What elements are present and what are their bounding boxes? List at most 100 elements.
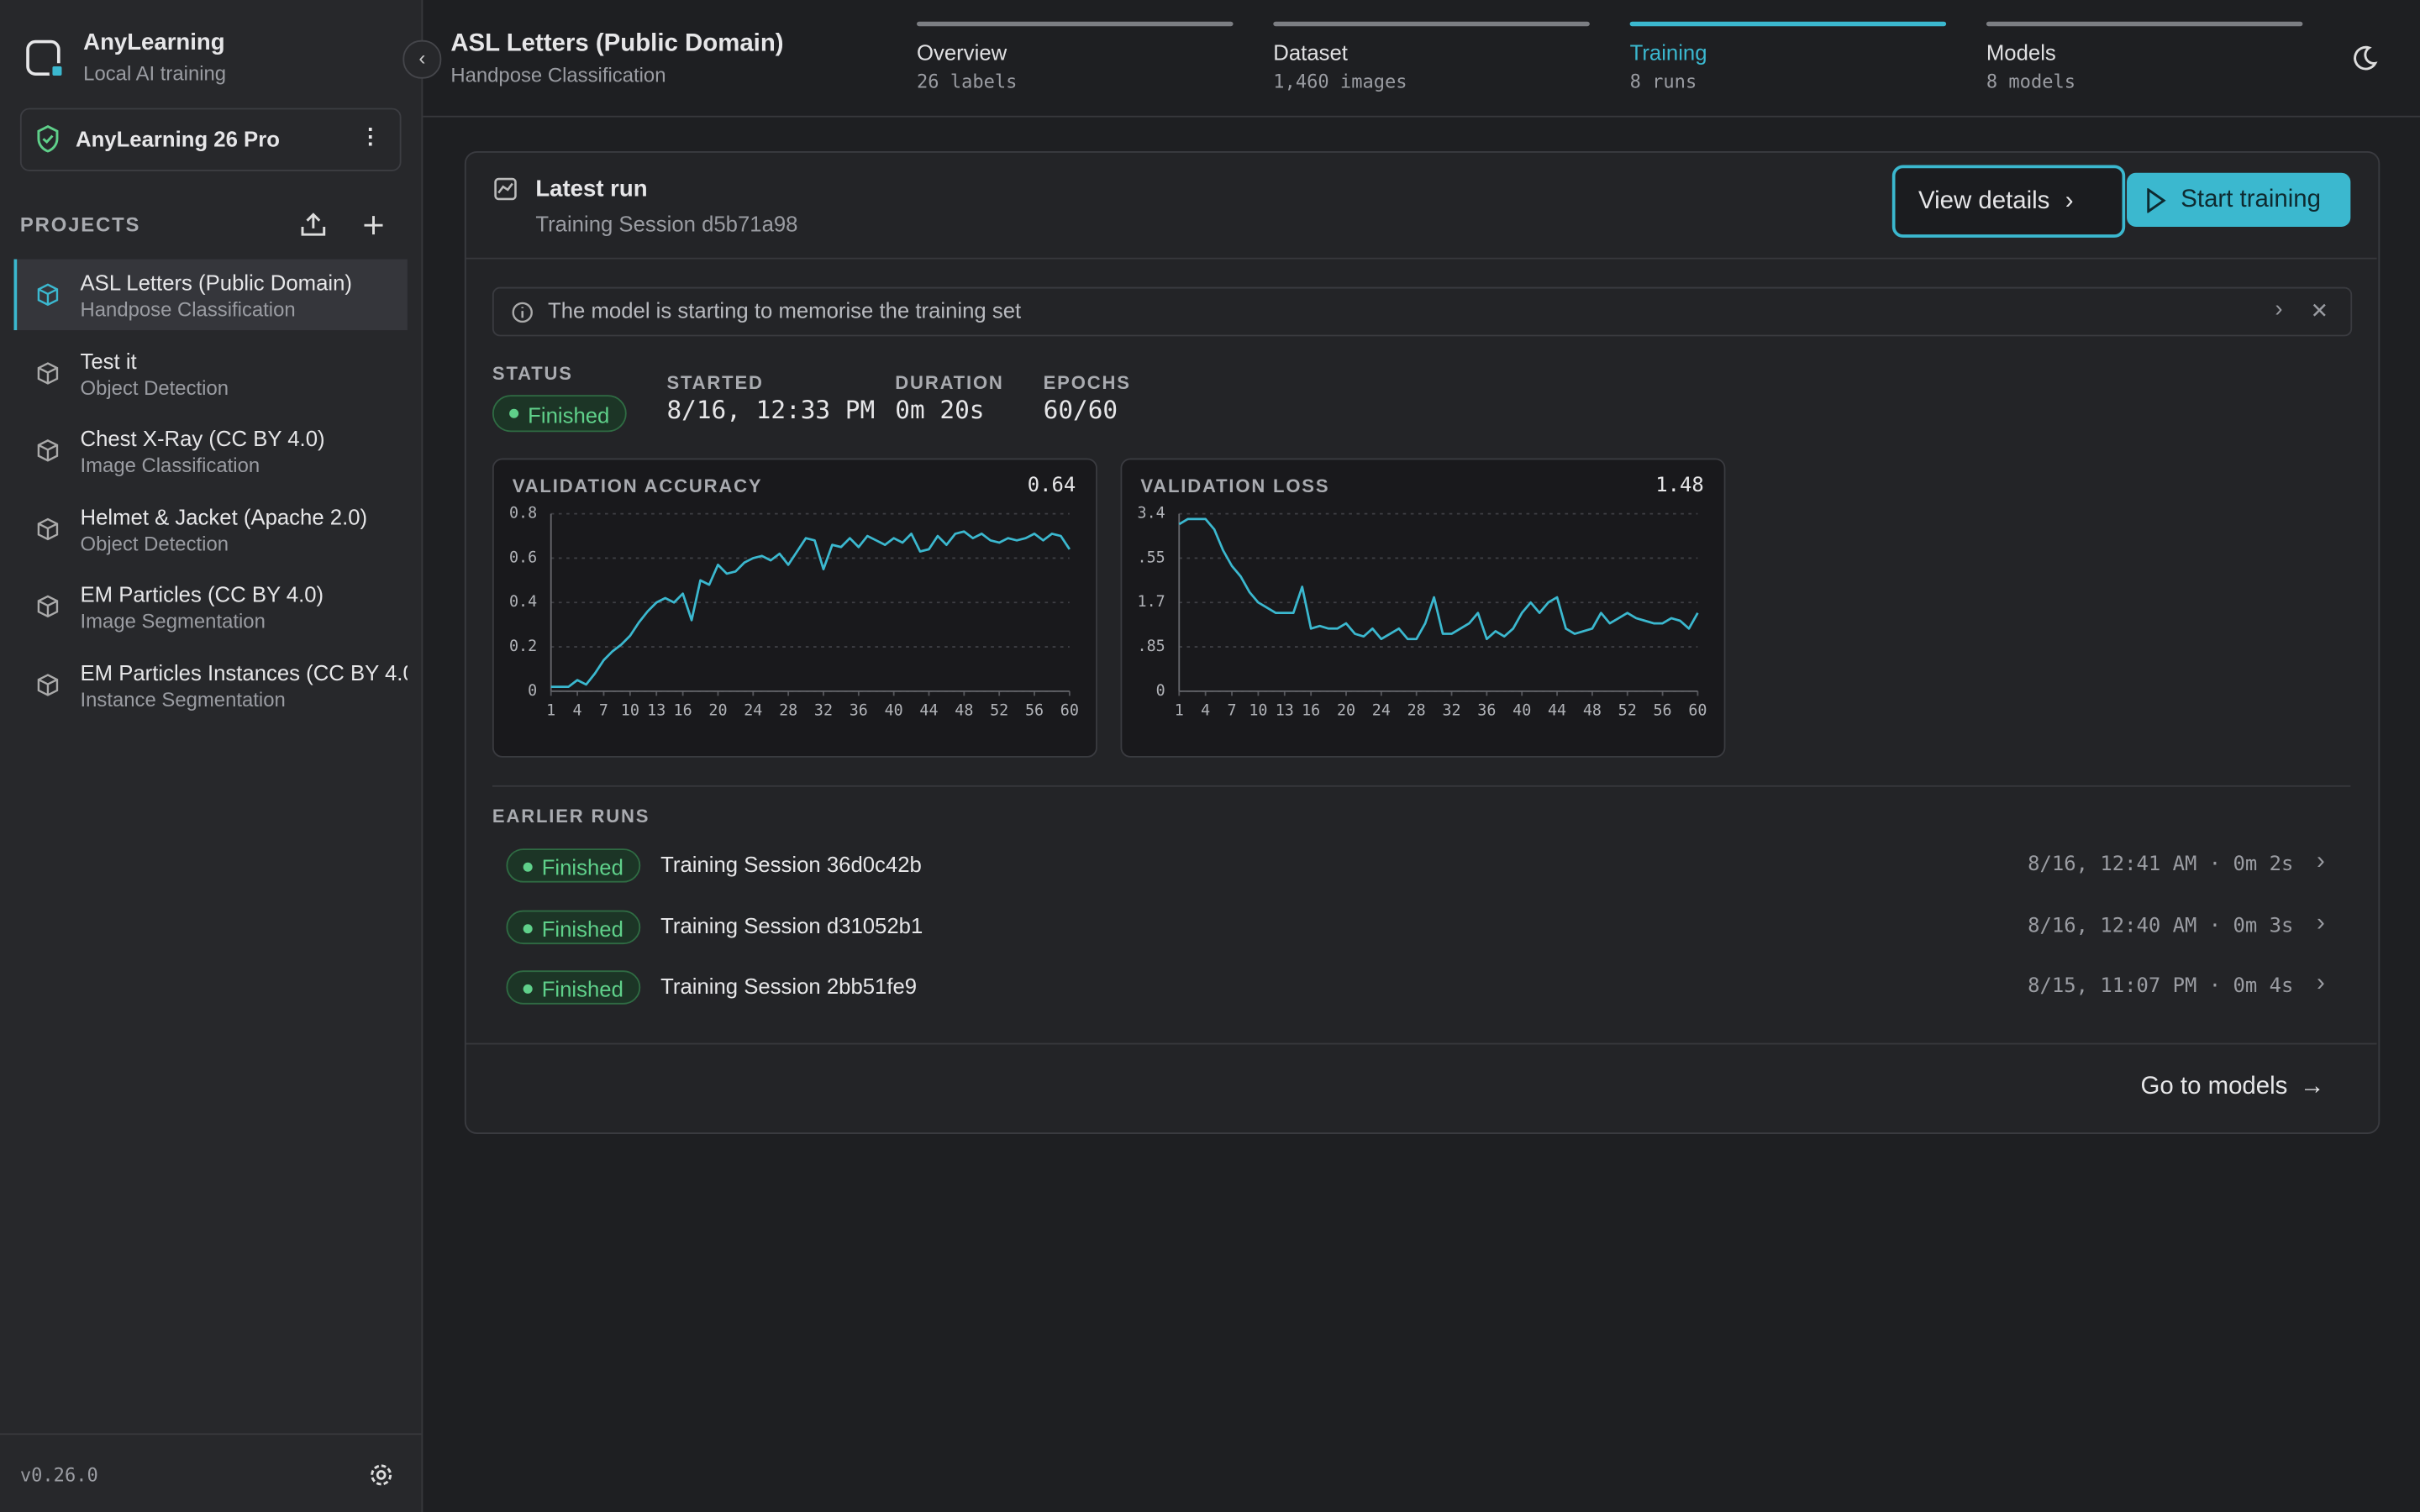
run-name[interactable]: Training Session 2bb51fe9 bbox=[660, 973, 918, 999]
data-line bbox=[550, 530, 1071, 688]
info-icon bbox=[512, 302, 533, 323]
x-tick-label: 10 bbox=[1249, 702, 1267, 720]
y-tick-label: 0.8 bbox=[509, 505, 537, 522]
project-name[interactable]: Helmet & Jacket (Apache 2.0) bbox=[80, 503, 368, 529]
theme-toggle[interactable] bbox=[2350, 45, 2378, 72]
collapse-button[interactable]: ‹ bbox=[402, 39, 442, 79]
x-tick-label: 48 bbox=[1583, 702, 1602, 720]
project-name[interactable]: Chest X-Ray (CC BY 4.0) bbox=[80, 425, 325, 451]
logo bbox=[26, 39, 66, 79]
section-divider bbox=[492, 785, 2351, 787]
project-actions bbox=[301, 213, 383, 236]
project-name[interactable]: EM Particles (CC BY 4.0) bbox=[80, 581, 324, 606]
stat-label: EPOCHS bbox=[1043, 371, 1131, 394]
icon-shape bbox=[37, 673, 59, 696]
chart-summary: 1.48 bbox=[1655, 473, 1703, 496]
x-tick-label: 32 bbox=[814, 702, 833, 720]
project-name[interactable]: ASL Letters (Public Domain) bbox=[80, 270, 352, 295]
x-tick-label: 16 bbox=[1302, 702, 1320, 720]
notice-expand[interactable]: › bbox=[2275, 296, 2283, 323]
tab-detail: 8 runs bbox=[1629, 71, 1697, 93]
latest-run-session: Training Session d5b71a98 bbox=[535, 211, 798, 237]
status-badge: Finished bbox=[492, 395, 627, 433]
notice-close[interactable]: ✕ bbox=[2310, 297, 2329, 323]
card-header-divider bbox=[466, 257, 2377, 260]
x-tick-label: 60 bbox=[1688, 702, 1707, 720]
run-name[interactable]: Training Session d31052b1 bbox=[660, 912, 923, 937]
x-tick-label: 16 bbox=[674, 702, 692, 720]
project-row-selected[interactable] bbox=[13, 259, 408, 331]
tab-label[interactable]: Training bbox=[1629, 39, 1707, 66]
x-tick-label: 24 bbox=[744, 702, 762, 720]
x-tick-label: 36 bbox=[1477, 702, 1496, 720]
run-name[interactable]: Training Session 36d0c42b bbox=[660, 851, 922, 877]
icon-shape bbox=[37, 283, 59, 307]
plan-box[interactable] bbox=[19, 108, 402, 171]
start-training-button[interactable]: Start training bbox=[2127, 172, 2351, 228]
y-tick-label: .55 bbox=[1138, 549, 1165, 566]
project-subtitle: Handpose Classification bbox=[450, 63, 666, 87]
project-name[interactable]: EM Particles Instances (CC BY 4.0 bbox=[80, 659, 408, 685]
notice bbox=[492, 286, 2353, 337]
x-tick-label: 20 bbox=[708, 702, 727, 720]
shield-icon bbox=[37, 124, 59, 153]
project-type: Handpose Classification bbox=[80, 297, 296, 322]
project-type: Image Classification bbox=[80, 454, 260, 477]
tab-indicator bbox=[917, 21, 1234, 27]
run-icon bbox=[494, 177, 517, 201]
x-tick-label: 36 bbox=[850, 702, 868, 720]
project-type: Image Segmentation bbox=[80, 609, 266, 633]
app-subtitle: Local AI training bbox=[83, 61, 227, 86]
go-to-models[interactable]: Go to models → bbox=[2140, 1074, 2325, 1100]
go-to-models-label: Go to models bbox=[2140, 1074, 2288, 1100]
x-tick-label: 7 bbox=[599, 702, 608, 720]
add-button[interactable] bbox=[364, 216, 383, 235]
data-line bbox=[1178, 517, 1699, 641]
x-tick-label: 44 bbox=[919, 702, 938, 720]
x-tick-label: 40 bbox=[1512, 702, 1531, 720]
x-tick-label: 4 bbox=[573, 702, 582, 720]
tab-label[interactable]: Dataset bbox=[1273, 39, 1348, 66]
version: v0.26.0 bbox=[19, 1464, 98, 1486]
settings-button[interactable] bbox=[367, 1461, 395, 1488]
x-tick-label: 56 bbox=[1025, 702, 1044, 720]
view-details-button[interactable]: View details › bbox=[1891, 165, 2126, 238]
stat-label: DURATION bbox=[895, 371, 1004, 394]
stat-value: 8/16, 12:33 PM bbox=[666, 395, 876, 425]
app-name: AnyLearning bbox=[83, 29, 225, 56]
x-tick-label: 32 bbox=[1442, 702, 1460, 720]
x-tick-label: 52 bbox=[990, 702, 1008, 720]
plan-menu[interactable]: ⋮ bbox=[359, 123, 381, 149]
tab-label[interactable]: Models bbox=[1986, 39, 2056, 66]
y-tick-label: 0 bbox=[528, 682, 537, 700]
view-details-label: View details bbox=[1918, 188, 2050, 215]
run-chevron[interactable]: › bbox=[2316, 970, 2325, 997]
icon-shape bbox=[37, 517, 59, 540]
project-icon bbox=[37, 673, 59, 696]
project-icon bbox=[37, 361, 59, 384]
upload-button[interactable] bbox=[301, 213, 326, 236]
run-status: Finished bbox=[506, 909, 641, 944]
plan-name: AnyLearning 26 Pro bbox=[76, 126, 280, 152]
x-tick-label: 1 bbox=[546, 702, 555, 720]
y-tick-label: 0.6 bbox=[509, 549, 537, 566]
y-tick-label: 0.4 bbox=[509, 593, 537, 611]
tab-label[interactable]: Overview bbox=[917, 39, 1007, 66]
x-tick-label: 20 bbox=[1337, 702, 1355, 720]
run-status: Finished bbox=[506, 848, 641, 883]
chart-frame bbox=[1120, 458, 1726, 758]
y-tick-label: 0 bbox=[1156, 682, 1165, 700]
x-tick-label: 56 bbox=[1654, 702, 1672, 720]
x-tick-label: 7 bbox=[1227, 702, 1236, 720]
run-chevron[interactable]: › bbox=[2316, 909, 2325, 936]
tab-detail: 1,460 images bbox=[1273, 71, 1407, 93]
chart-title: VALIDATION LOSS bbox=[1140, 475, 1329, 496]
x-tick-label: 1 bbox=[1175, 702, 1184, 720]
tab-detail: 26 labels bbox=[917, 71, 1018, 93]
project-name[interactable]: Test it bbox=[80, 348, 137, 373]
stat-label: STARTED bbox=[666, 371, 764, 394]
chart-title: VALIDATION ACCURACY bbox=[513, 475, 763, 496]
run-chevron[interactable]: › bbox=[2316, 848, 2325, 875]
project-title: ASL Letters (Public Domain) bbox=[450, 30, 784, 57]
